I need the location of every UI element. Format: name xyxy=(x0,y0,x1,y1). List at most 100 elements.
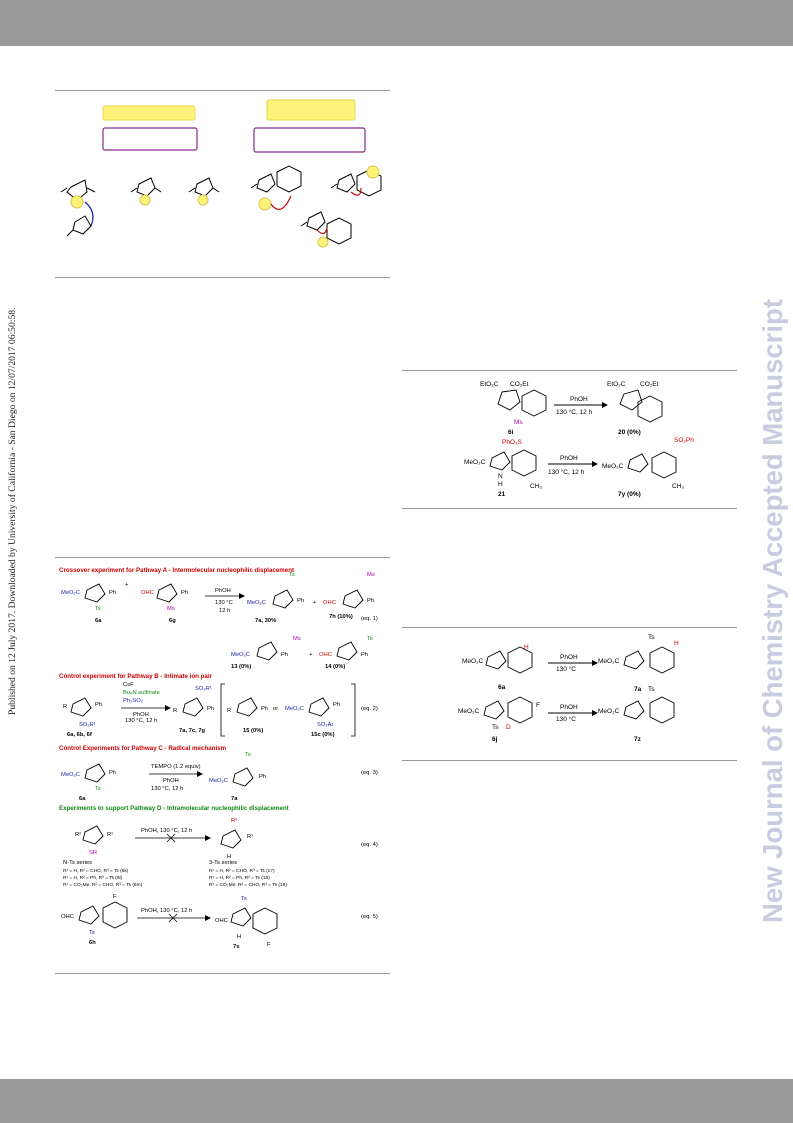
e-p-label: 7s xyxy=(233,944,239,950)
e-p-ts: Ts xyxy=(241,896,247,902)
d-sm-line-3: R¹ = CO₂Me, R² = CHO, R³ = Ts (6m) xyxy=(63,882,143,888)
a-p3-label: 13 (0%) xyxy=(231,664,251,670)
e-cond: PhOH, 130 °C, 12 h xyxy=(141,908,192,914)
d-p-heading: 3-Ts series xyxy=(209,860,237,866)
d-cond: PhOH, 130 °C, 12 h xyxy=(141,828,192,834)
c-sm-ph: Ph xyxy=(109,770,116,776)
c-p-label: 7a xyxy=(231,796,238,802)
scheme-mechanism-studies: Crossover experiment for Pathway A - Int… xyxy=(55,560,390,972)
rule-scheme2-top xyxy=(402,370,737,371)
m2-sm-f: F xyxy=(536,702,540,709)
b-eq: (eq. 2) xyxy=(361,706,378,712)
a-p1-ts: Ts xyxy=(289,572,295,578)
e-p-f: F xyxy=(267,942,271,948)
intermediate-1b xyxy=(66,215,92,237)
r1-sm-ester-2: CO₂Et xyxy=(510,381,529,388)
b-p1-ph: Ph xyxy=(207,706,214,712)
rule-scheme2-bottom xyxy=(402,508,737,509)
a-p1-structure xyxy=(272,589,294,609)
footer-band xyxy=(0,1079,793,1123)
m2-cond-2: 130 °C xyxy=(556,715,576,723)
a-p2-ph: Ph xyxy=(367,598,374,604)
r1-sm-structure xyxy=(497,389,547,417)
a-sm1-ts: Ts xyxy=(95,606,101,612)
r2-p-structure xyxy=(627,451,677,479)
watermark-text: New Journal of Chemistry Accepted Manusc… xyxy=(757,299,788,923)
b-cond-1: CsF xyxy=(123,682,134,688)
b-sm-structure xyxy=(70,697,92,717)
r1-cond-1: PhOH xyxy=(570,396,588,403)
r2-p-label: 7y (0%) xyxy=(618,491,641,498)
m1-p-ts: Ts xyxy=(648,634,655,641)
m2-sm-label: 6j xyxy=(492,736,498,743)
a-sm1-label: 6a xyxy=(95,618,102,624)
svg-text:+: + xyxy=(309,652,313,658)
m1-sm-structure xyxy=(485,646,533,674)
e-p-cho: OHC xyxy=(215,918,228,924)
e-sm-label: 6h xyxy=(89,940,96,946)
m2-sm-ester: MeO₂C xyxy=(458,708,480,715)
r2-cond-1: PhOH xyxy=(560,455,578,462)
a-sm1-ester: MeO₂C xyxy=(61,590,80,596)
a-p4-ts: Ts xyxy=(367,636,373,642)
c-title: Control Experiments for Pathway C - Radi… xyxy=(59,745,227,752)
a-p3-ms: Ms xyxy=(293,636,301,642)
b-p2-r: R xyxy=(227,708,231,714)
b-p1-structure xyxy=(182,697,204,717)
b-sm-r: R xyxy=(63,704,67,710)
b-cond-3: Ph₂SO₂ xyxy=(123,698,143,704)
c-cond-3: 130 °C, 12 h xyxy=(151,786,183,792)
m2-sm-ts: Ts xyxy=(492,724,499,731)
intermediate-2 xyxy=(130,177,162,197)
e-p-h: H xyxy=(237,934,241,940)
rule-scheme4-bottom xyxy=(55,973,390,974)
e-sm-structure xyxy=(78,901,128,929)
rule-scheme1-bottom xyxy=(55,277,390,278)
a-p2-ms: Ms xyxy=(367,572,375,578)
intermediate-3 xyxy=(188,177,220,197)
a-sm2-structure xyxy=(156,583,178,603)
b-or: or xyxy=(273,706,278,712)
a-p3-ester: MeO₂C xyxy=(231,652,250,658)
c-p-structure xyxy=(232,767,254,787)
purple-box-2 xyxy=(253,127,366,153)
d-sm-r1: R¹ xyxy=(107,832,113,838)
d-title: Experiments to support Pathway D - Intra… xyxy=(59,805,289,812)
a-cond-1: PhOH xyxy=(215,588,231,594)
b-p1-r: R xyxy=(173,708,177,714)
b-p3-ph: Ph xyxy=(333,702,340,708)
d-sm-structure xyxy=(82,825,104,845)
d-sm-line-1: R¹ = H, R² = CHO, R³ = Ts (6k) xyxy=(63,868,129,874)
a-p1-label: 7a, 30% xyxy=(255,618,276,624)
c-p-ester: MeO₂C xyxy=(209,778,228,784)
r1-sm-label: 6i xyxy=(508,429,514,436)
m2-p-ts: Ts xyxy=(648,686,655,693)
rule-scheme3-bottom xyxy=(402,760,737,761)
rule-scheme3-top xyxy=(402,627,737,628)
r2-p-group: SO₂Ph xyxy=(674,437,694,444)
a-sm2-label: 6g xyxy=(169,618,176,624)
c-cond-2: PhOH xyxy=(163,778,179,784)
m1-p-ester: MeO₂C xyxy=(598,658,620,665)
svg-text:+: + xyxy=(313,600,317,606)
m2-sm-d: D xyxy=(506,724,511,731)
d-p-line-2: R¹ = H, R² = Ph, R³ = Ts (18) xyxy=(209,875,270,881)
b-p2-label: 15 (0%) xyxy=(243,728,263,734)
r1-sm-ms: Ms xyxy=(514,419,523,426)
a-p2-label: 7h (10%) xyxy=(329,614,353,620)
c-p-ph: Ph xyxy=(259,774,266,780)
r1-sm-ester-1: EtO₂C xyxy=(480,381,499,388)
r1-p-ester-2: CO₂Et xyxy=(640,381,659,388)
intermediate-1 xyxy=(60,179,96,201)
a-p4-ph: Ph xyxy=(361,652,368,658)
m1-sm-ester: MeO₂C xyxy=(462,658,484,665)
a-plus: + xyxy=(125,582,129,588)
a-cond-2: 130 °C xyxy=(215,600,233,606)
m2-sm-structure xyxy=(483,696,533,724)
a-p3-ph: Ph xyxy=(281,652,288,658)
scheme-intermediates xyxy=(55,92,390,277)
m1-cond-1: PhOH xyxy=(560,654,578,661)
c-sm-ts: Ts xyxy=(95,786,101,792)
d-p-line-1: R¹ = H, R² = CHO, R³ = Ts (17) xyxy=(209,868,275,874)
d-eq: (eq. 4) xyxy=(361,842,378,848)
